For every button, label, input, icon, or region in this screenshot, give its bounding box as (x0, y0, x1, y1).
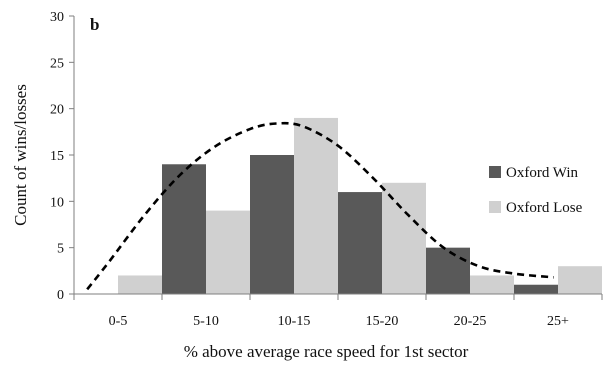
y-ticks: 0 5 10 15 20 25 30 (50, 10, 74, 303)
x-tick-label: 20-25 (454, 314, 487, 329)
y-axis-title: Count of wins/losses (11, 84, 30, 226)
legend-label: Oxford Lose (506, 200, 583, 216)
y-tick-label: 0 (57, 288, 64, 303)
trend-curve (86, 121, 554, 291)
x-tick-label: 0-5 (109, 314, 128, 329)
bar-oxford-lose (206, 210, 250, 294)
legend: Oxford Win Oxford Lose (489, 165, 583, 216)
y-tick-label: 20 (50, 103, 64, 118)
x-tick-label: 15-20 (366, 314, 399, 329)
y-tick-label: 5 (57, 242, 64, 257)
bar-oxford-lose (382, 182, 426, 294)
bar-oxford-win (338, 192, 382, 294)
bar-oxford-lose (118, 275, 162, 294)
y-tick-label: 25 (50, 56, 64, 71)
y-tick-label: 10 (50, 195, 64, 210)
x-tick-label: 5-10 (193, 314, 219, 329)
legend-label: Oxford Win (506, 165, 579, 181)
bar-oxford-win (514, 284, 558, 294)
bars-layer (118, 117, 602, 294)
legend-swatch (489, 166, 501, 178)
bar-oxford-win (426, 247, 470, 294)
x-tick-label: 10-15 (278, 314, 311, 329)
legend-swatch (489, 201, 501, 213)
bar-oxford-win (250, 155, 294, 294)
y-tick-label: 30 (50, 10, 64, 25)
panel-label: b (90, 15, 99, 34)
x-axis-title: % above average race speed for 1st secto… (184, 342, 469, 361)
bar-oxford-lose (558, 266, 602, 294)
x-tick-label: 25+ (547, 314, 569, 329)
bar-oxford-win (162, 164, 206, 294)
bar-oxford-lose (294, 117, 338, 294)
y-tick-label: 15 (50, 149, 64, 164)
x-ticks: 0-5 5-10 10-15 15-20 20-25 25+ (73, 294, 603, 329)
bar-oxford-lose (470, 275, 514, 294)
